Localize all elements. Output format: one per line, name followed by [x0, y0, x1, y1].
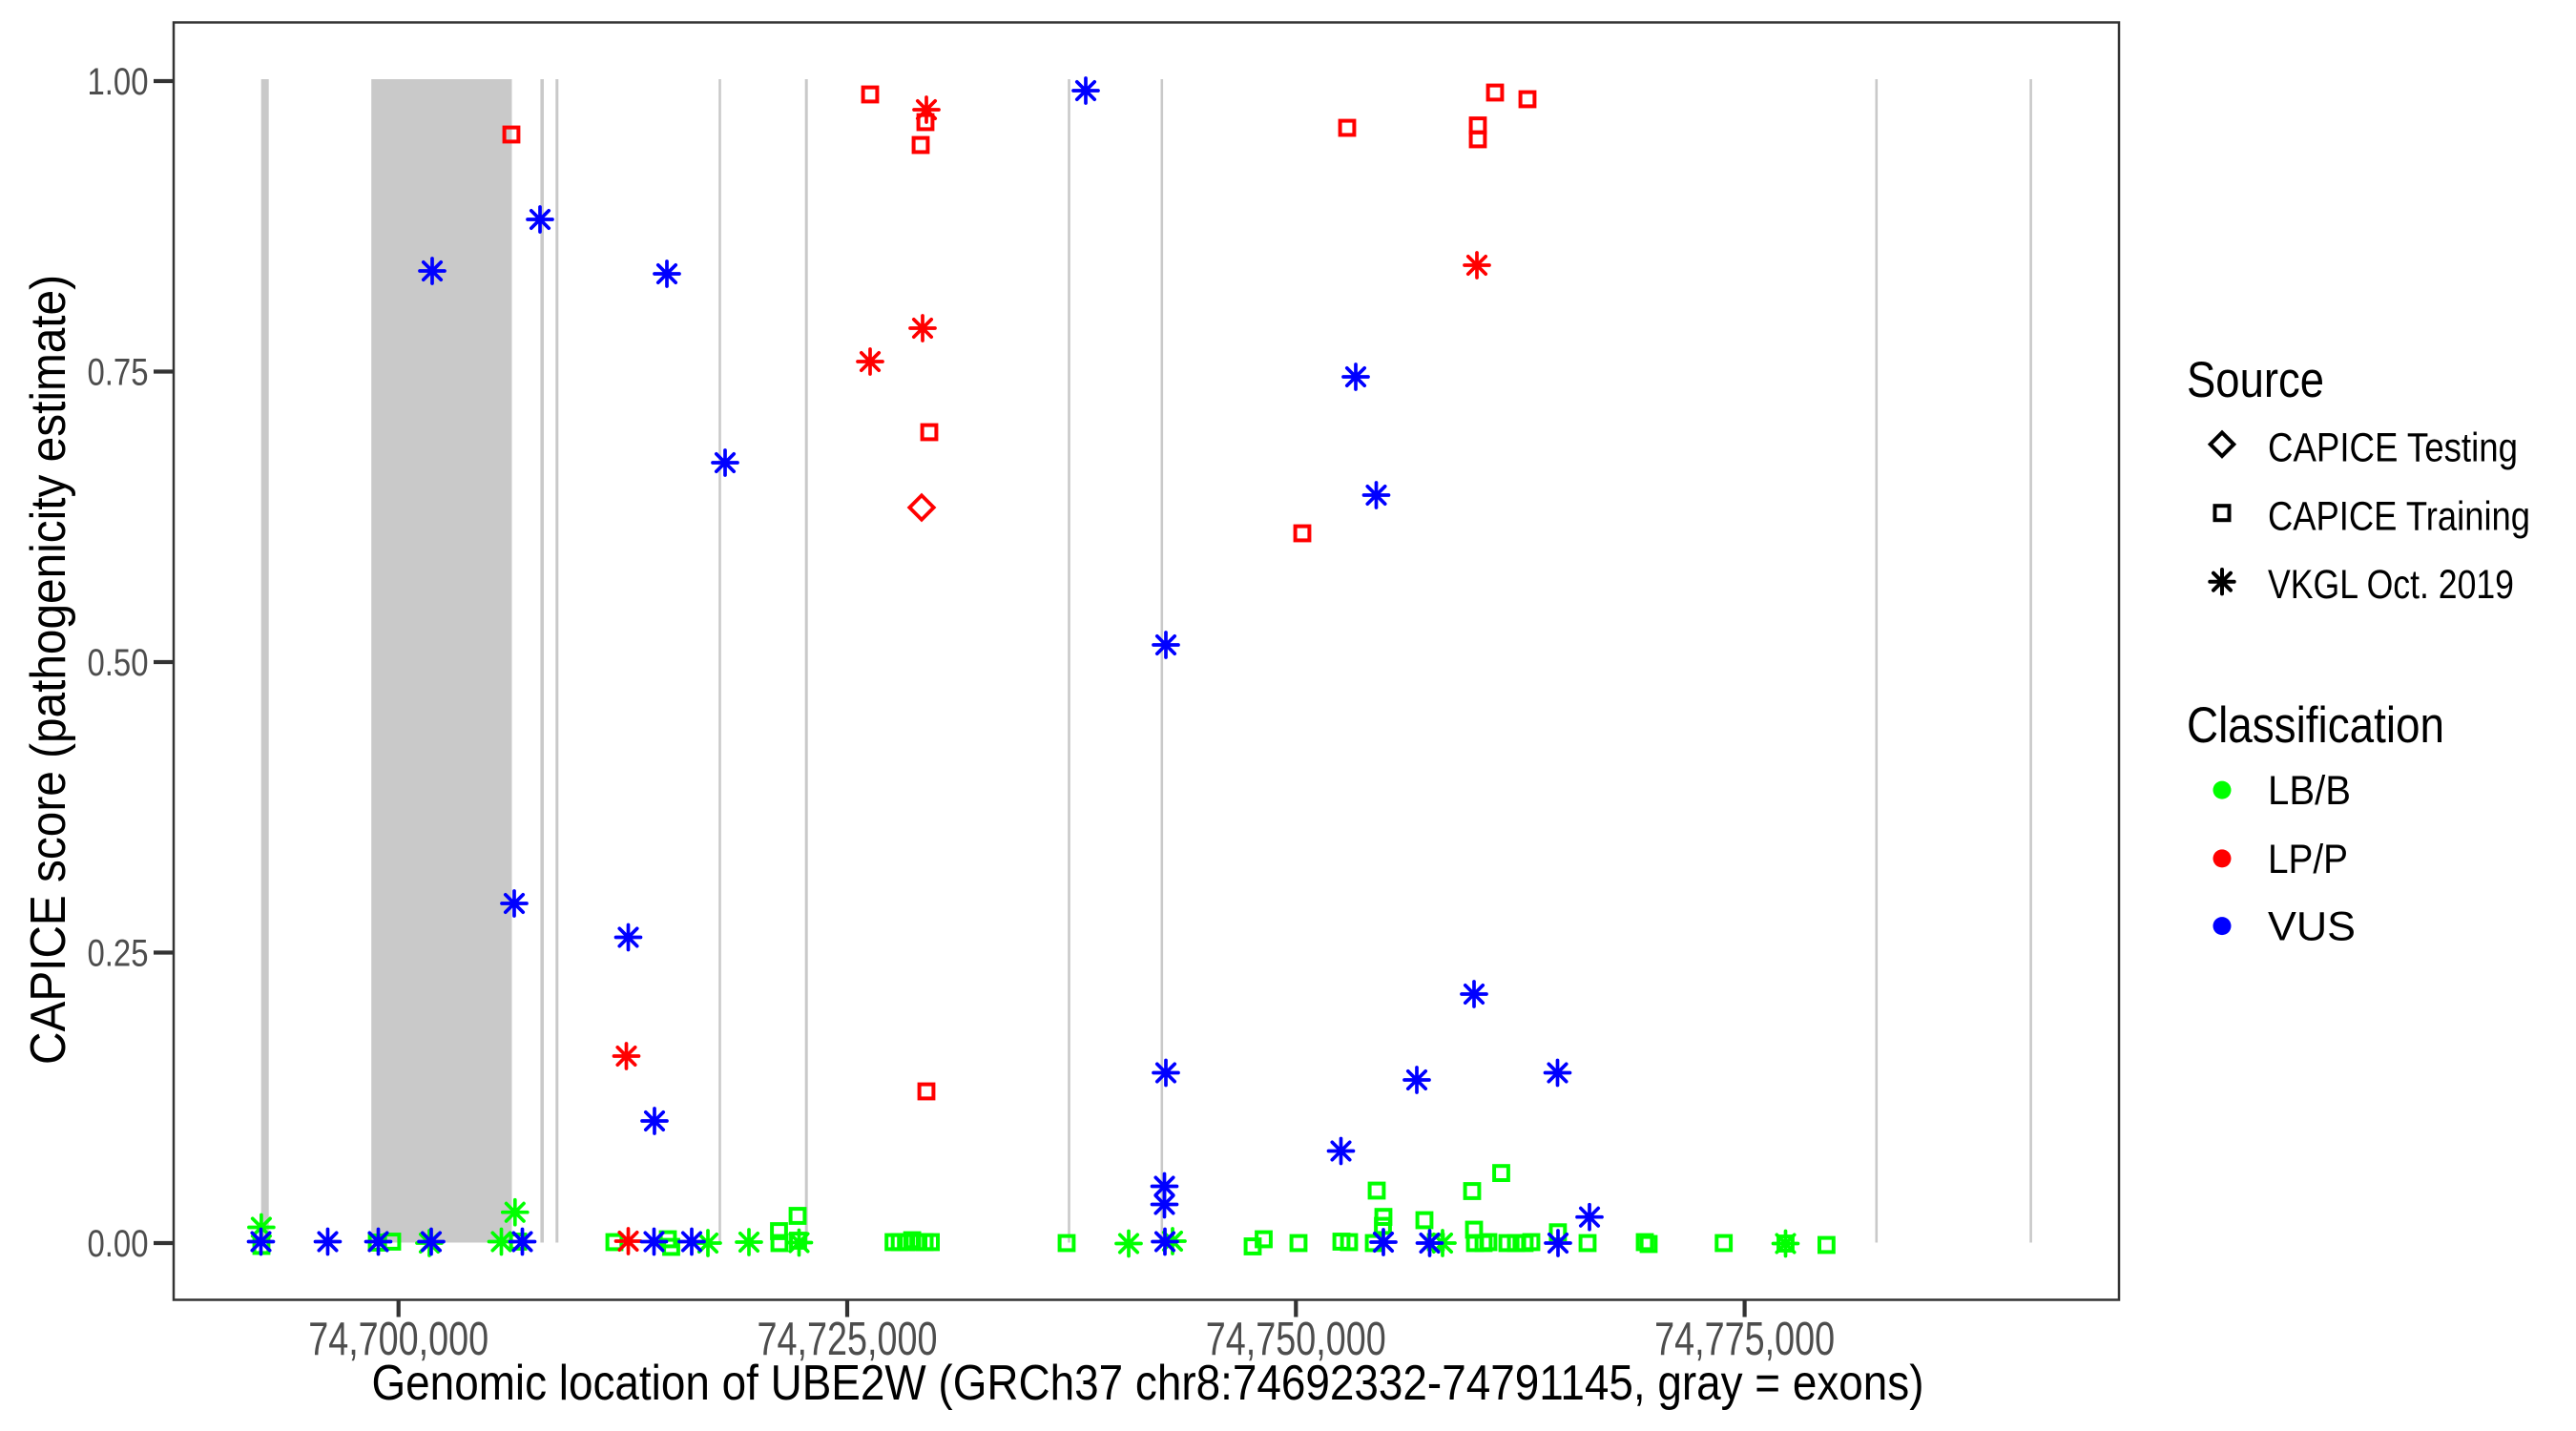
svg-text:74,700,000: 74,700,000 [308, 1314, 488, 1365]
svg-text:1.00: 1.00 [88, 61, 149, 103]
svg-text:VKGL Oct. 2019: VKGL Oct. 2019 [2268, 562, 2514, 608]
svg-text:Source: Source [2187, 352, 2324, 408]
svg-text:0.50: 0.50 [88, 642, 149, 684]
svg-text:LP/P: LP/P [2268, 837, 2348, 882]
svg-text:0.25: 0.25 [88, 933, 149, 975]
svg-text:CAPICE score (pathogenicity es: CAPICE score (pathogenicity estimate) [21, 275, 76, 1065]
svg-text:Classification: Classification [2187, 697, 2444, 754]
svg-text:74,750,000: 74,750,000 [1206, 1314, 1386, 1365]
svg-text:0.75: 0.75 [88, 352, 149, 394]
svg-text:CAPICE Training: CAPICE Training [2268, 493, 2530, 539]
svg-text:0.00: 0.00 [88, 1223, 149, 1265]
svg-text:74,725,000: 74,725,000 [758, 1314, 938, 1365]
svg-text:VUS: VUS [2268, 904, 2356, 950]
svg-text:Genomic location of UBE2W (GRC: Genomic location of UBE2W (GRCh37 chr8:7… [372, 1356, 1924, 1411]
svg-text:LB/B: LB/B [2268, 768, 2351, 814]
svg-text:CAPICE Testing: CAPICE Testing [2268, 425, 2518, 471]
svg-text:74,775,000: 74,775,000 [1654, 1314, 1835, 1365]
